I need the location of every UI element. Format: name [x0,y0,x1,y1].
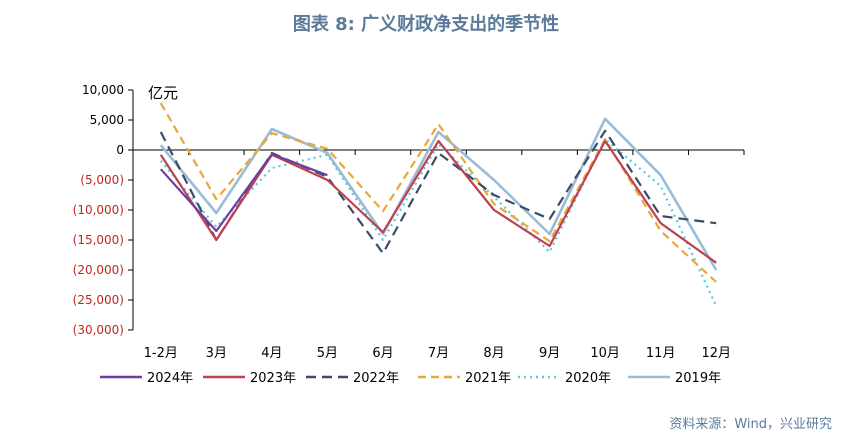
legend-label-2021: 2021年 [465,371,511,386]
legend-label-2024: 2024年 [147,371,193,386]
x-tick-label: 7月 [428,346,449,361]
x-tick-label: 5月 [317,346,338,361]
y-tick-label: 0 [116,143,124,157]
source-note: 资料来源：Wind，兴业研究 [669,417,832,432]
x-tick-label: 4月 [261,346,282,361]
series-line-2020 [159,138,718,307]
legend-label-2020: 2020年 [565,371,611,386]
y-tick-label: (10,000) [73,203,124,217]
y-tick-label: (20,000) [73,263,124,277]
x-tick-label: 3月 [206,346,227,361]
x-tick-label: 10月 [590,346,620,361]
series-line-2023 [159,139,717,264]
y-unit-label: 亿元 [148,84,178,102]
series-line-2019 [159,117,718,271]
series-layer [159,102,718,307]
legend: 2024年 2023年 2022年 2021年 2020年 2019年 [100,371,721,386]
y-tick-label: 5,000 [90,113,124,127]
y-tick-label: 10,000 [82,83,124,97]
legend-label-2023: 2023年 [250,371,296,386]
series-line-2024 [159,153,328,233]
chart-title: 图表 8: 广义财政净支出的季节性 [292,14,560,35]
x-tick-label: 12月 [701,346,731,361]
x-tick-label: 8月 [483,346,504,361]
legend-label-2022: 2022年 [353,371,399,386]
y-tick-label: (5,000) [80,173,124,187]
x-tick-label: 6月 [372,346,393,361]
y-tick-label: (15,000) [73,233,124,247]
chart-axes: 10,000 5,000 0 (5,000) (10,000) (15,000) (20,0… [73,83,745,361]
y-tick-label: (30,000) [73,323,124,337]
legend-label-2019: 2019年 [675,371,721,386]
x-tick-label: 9月 [539,346,560,361]
x-tick-label: 11月 [646,346,676,361]
y-tick-label: (25,000) [73,293,124,307]
x-tick-label: 1-2月 [144,346,178,361]
